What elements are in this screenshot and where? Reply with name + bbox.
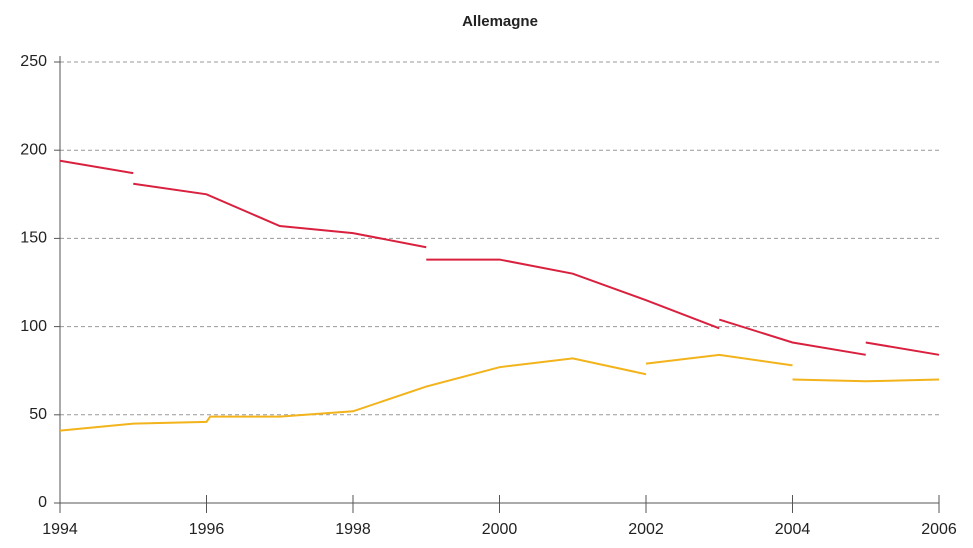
y-tick-label: 50 (29, 406, 47, 423)
y-tick-label: 200 (20, 141, 47, 158)
y-tick-label: 250 (20, 53, 47, 70)
x-tick-label: 1996 (189, 521, 225, 538)
y-tick-label: 150 (20, 230, 47, 247)
y-tick-label: 0 (38, 494, 47, 511)
series-line (59, 353, 940, 432)
x-tick-label: 2000 (482, 521, 518, 538)
y-tick-label: 100 (20, 318, 47, 335)
x-tick-label: 2004 (775, 521, 811, 538)
series-line (59, 159, 940, 356)
x-tick-label: 2006 (921, 521, 957, 538)
x-tick-label: 1994 (42, 521, 78, 538)
x-tick-label: 2002 (628, 521, 664, 538)
chart-title: Allemagne (462, 13, 538, 30)
x-tick-label: 1998 (335, 521, 371, 538)
